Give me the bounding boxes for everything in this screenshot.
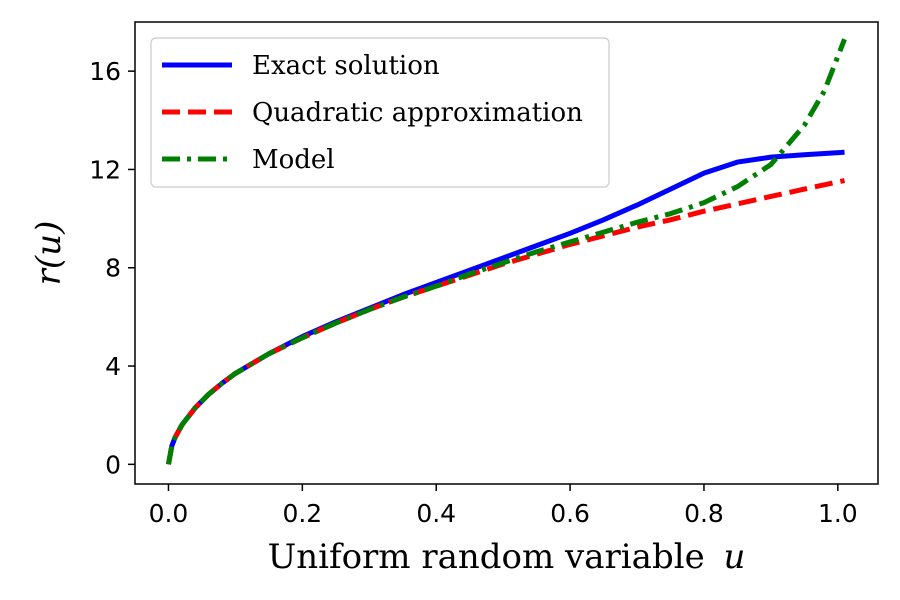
legend-label-0: Exact solution (252, 51, 440, 81)
y-tick-label: 4 (105, 352, 121, 381)
y-tick-label: 8 (105, 254, 121, 283)
x-axis-label-variable: u (724, 537, 746, 577)
series-lines (166, 38, 847, 465)
series-line-1 (166, 178, 846, 465)
x-tick-label: 1.0 (818, 499, 858, 528)
x-axis-ticks: 0.0 0.2 0.4 0.6 0.8 1.0 (149, 484, 858, 528)
x-tick-label: 0.8 (684, 499, 724, 528)
x-tick-label: 0.2 (282, 499, 322, 528)
x-tick-label: 0.4 (416, 499, 456, 528)
x-tick-label: 0.0 (149, 499, 189, 528)
x-axis-label-text: Uniform random variable (268, 537, 705, 577)
series-line-2 (166, 38, 847, 465)
legend-label-1: Quadratic approximation (252, 98, 583, 128)
y-tick-label: 0 (105, 450, 121, 479)
legend: Exact solution Quadratic approximation Mod… (150, 37, 610, 188)
y-tick-label: 12 (89, 155, 121, 184)
y-tick-label: 16 (89, 57, 121, 86)
legend-box (150, 37, 610, 188)
legend-label-2: Model (252, 145, 335, 175)
x-tick-label: 0.6 (550, 499, 590, 528)
x-axis-label: Uniform random variable u (268, 537, 746, 577)
axes-frame (134, 21, 879, 485)
series-line-0 (166, 149, 845, 465)
y-axis-ticks: 0 4 8 12 16 (89, 57, 135, 479)
y-axis-label: r(u) (29, 221, 69, 286)
